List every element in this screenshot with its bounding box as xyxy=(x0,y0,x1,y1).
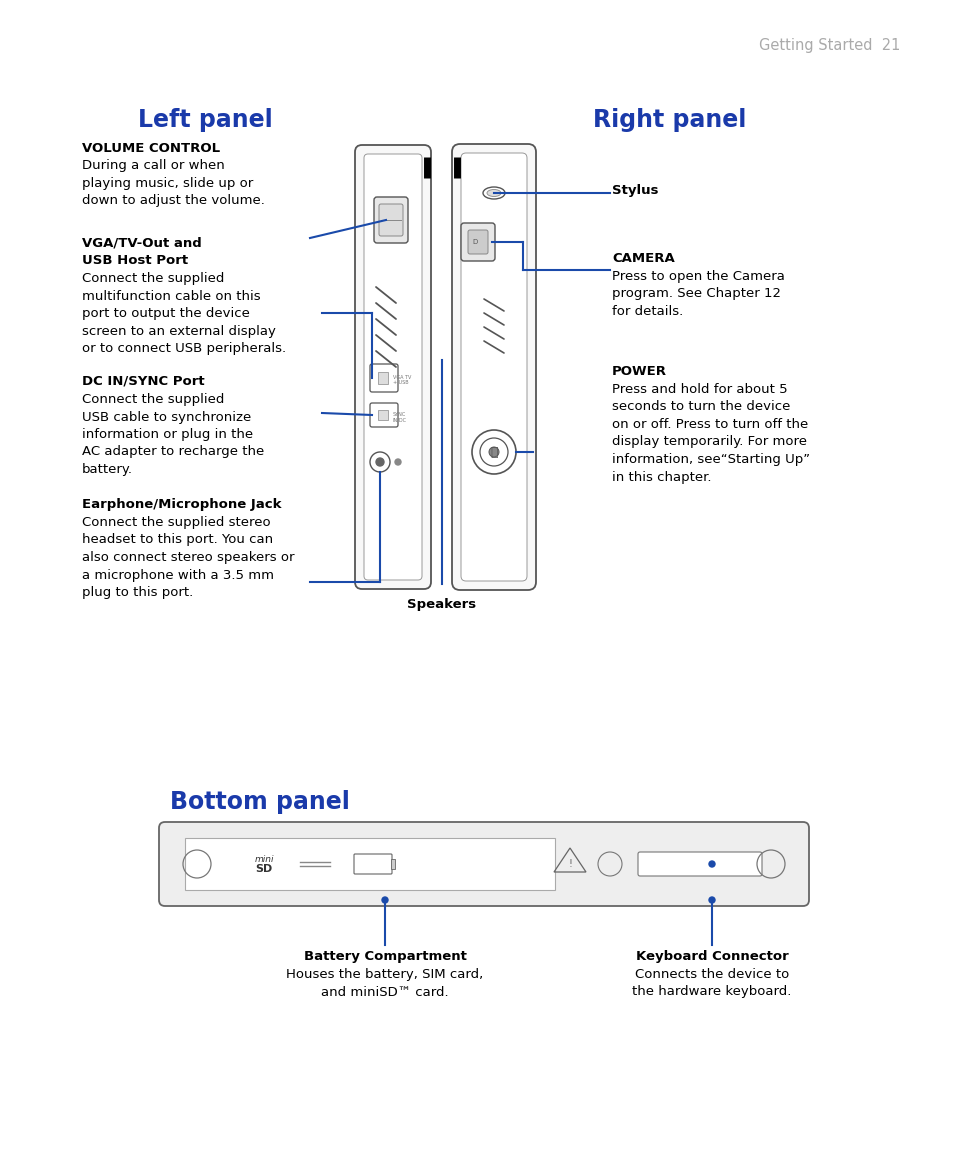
FancyBboxPatch shape xyxy=(355,145,431,589)
FancyBboxPatch shape xyxy=(460,223,495,262)
Text: Connects the device to
the hardware keyboard.: Connects the device to the hardware keyb… xyxy=(632,968,791,998)
FancyBboxPatch shape xyxy=(377,372,388,384)
FancyBboxPatch shape xyxy=(370,404,397,427)
Text: mini: mini xyxy=(254,855,274,865)
Text: Keyboard Connector: Keyboard Connector xyxy=(635,950,787,963)
Text: Earphone/Microphone Jack: Earphone/Microphone Jack xyxy=(82,499,281,511)
FancyBboxPatch shape xyxy=(468,230,488,255)
Text: Connect the supplied
multifunction cable on this
port to output the device
scree: Connect the supplied multifunction cable… xyxy=(82,272,286,355)
Circle shape xyxy=(375,457,384,466)
FancyBboxPatch shape xyxy=(391,859,395,869)
Text: SYNC
IN/DC: SYNC IN/DC xyxy=(393,412,407,422)
Text: Left panel: Left panel xyxy=(137,108,273,133)
Text: CAMERA: CAMERA xyxy=(612,252,674,265)
Text: Connect the supplied stereo
headset to this port. You can
also connect stereo sp: Connect the supplied stereo headset to t… xyxy=(82,516,294,599)
Text: Right panel: Right panel xyxy=(593,108,746,133)
FancyBboxPatch shape xyxy=(377,411,388,420)
Text: Houses the battery, SIM card,
and miniSD™ card.: Houses the battery, SIM card, and miniSD… xyxy=(286,968,483,998)
Text: VOLUME CONTROL: VOLUME CONTROL xyxy=(82,142,220,155)
FancyBboxPatch shape xyxy=(159,822,808,906)
Ellipse shape xyxy=(486,190,500,197)
Text: Battery Compartment: Battery Compartment xyxy=(303,950,466,963)
FancyBboxPatch shape xyxy=(452,144,536,590)
FancyBboxPatch shape xyxy=(460,152,526,581)
Text: Speakers: Speakers xyxy=(407,598,476,611)
Circle shape xyxy=(708,861,714,867)
Text: Press to open the Camera
program. See Chapter 12
for details.: Press to open the Camera program. See Ch… xyxy=(612,270,784,318)
Text: VGA/TV-Out and
USB Host Port: VGA/TV-Out and USB Host Port xyxy=(82,236,201,266)
FancyBboxPatch shape xyxy=(354,854,392,874)
Text: Bottom panel: Bottom panel xyxy=(170,789,350,814)
Text: ⏻: ⏻ xyxy=(490,446,497,459)
FancyBboxPatch shape xyxy=(370,364,397,392)
Text: !: ! xyxy=(567,859,572,869)
Circle shape xyxy=(489,447,498,457)
Circle shape xyxy=(708,897,714,903)
Text: During a call or when
playing music, slide up or
down to adjust the volume.: During a call or when playing music, sli… xyxy=(82,160,265,206)
FancyBboxPatch shape xyxy=(185,838,555,890)
FancyBboxPatch shape xyxy=(378,204,402,236)
FancyBboxPatch shape xyxy=(638,852,761,876)
Text: SD: SD xyxy=(254,865,272,874)
Text: POWER: POWER xyxy=(612,365,666,378)
Text: DC IN/SYNC Port: DC IN/SYNC Port xyxy=(82,375,204,388)
Text: VGA TV
+ USB: VGA TV + USB xyxy=(393,375,411,385)
Text: Stylus: Stylus xyxy=(612,184,658,197)
Text: Connect the supplied
USB cable to synchronize
information or plug in the
AC adap: Connect the supplied USB cable to synchr… xyxy=(82,393,264,476)
FancyBboxPatch shape xyxy=(364,154,421,579)
Circle shape xyxy=(395,459,400,465)
FancyBboxPatch shape xyxy=(374,197,408,243)
Circle shape xyxy=(381,897,388,903)
Text: Getting Started  21: Getting Started 21 xyxy=(758,38,899,53)
Text: D: D xyxy=(472,239,477,245)
Text: Press and hold for about 5
seconds to turn the device
on or off. Press to turn o: Press and hold for about 5 seconds to tu… xyxy=(612,384,809,483)
